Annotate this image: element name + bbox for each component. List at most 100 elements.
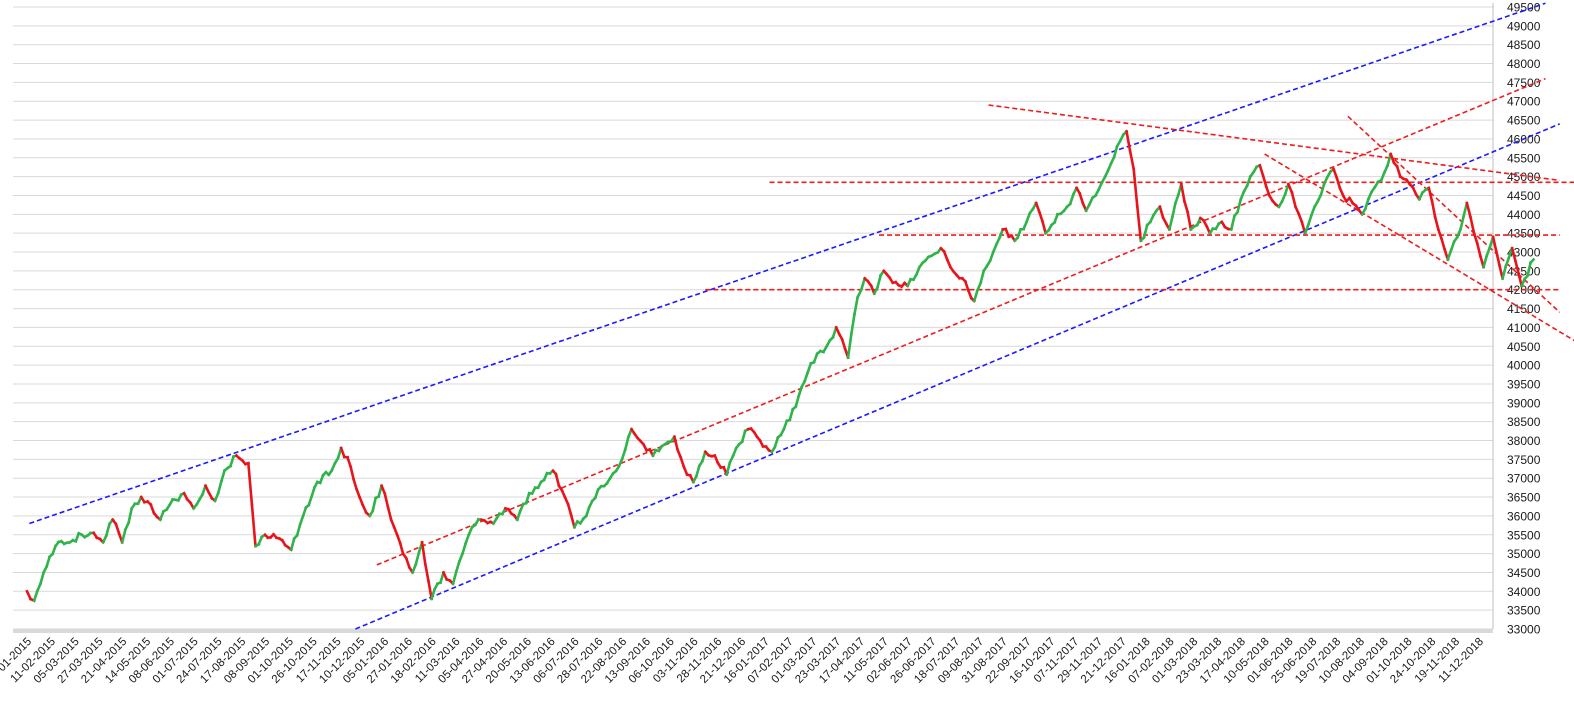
price-segment	[1114, 146, 1117, 157]
price-segment	[1474, 233, 1477, 243]
price-segment	[425, 564, 428, 581]
y-tick-label: 38000	[1507, 434, 1541, 448]
price-segment	[790, 409, 793, 420]
y-tick-label: 43500	[1507, 227, 1541, 241]
price-segment	[221, 471, 224, 482]
price-segment	[727, 463, 730, 475]
price-segment	[1181, 184, 1184, 201]
price-segment	[312, 487, 315, 496]
y-tick-label: 49000	[1507, 19, 1541, 33]
price-segment	[388, 507, 391, 520]
price-segment	[1127, 131, 1131, 151]
price-segment	[1160, 207, 1163, 218]
price-segment	[974, 290, 977, 301]
price-segment	[309, 496, 312, 505]
trendline	[989, 105, 1560, 180]
y-axis: 3300033500340003450035000355003600036500…	[1493, 1, 1541, 637]
price-segment	[1134, 169, 1138, 206]
price-segment	[218, 481, 221, 493]
price-segment	[877, 276, 880, 288]
price-segment	[1337, 178, 1340, 188]
price-segment	[400, 543, 403, 554]
price-segment	[291, 539, 294, 550]
price-segment	[466, 534, 469, 543]
price-segment	[1451, 242, 1454, 251]
price-segment	[1039, 212, 1042, 222]
price-segment	[348, 457, 351, 467]
price-segment	[432, 589, 435, 598]
price-segment	[1175, 195, 1178, 203]
x-axis: 01-201511-02-201505-03-201527-03-201521-…	[0, 629, 1493, 686]
price-segment	[1467, 203, 1471, 217]
y-tick-label: 44500	[1507, 189, 1541, 203]
price-segment	[354, 479, 357, 489]
price-segment	[47, 557, 50, 567]
price-segment	[1305, 225, 1308, 233]
price-segment	[1184, 201, 1187, 212]
price-segment	[848, 335, 851, 358]
price-segment	[116, 524, 119, 533]
price-segment	[1531, 260, 1534, 263]
price-segment	[1238, 199, 1241, 212]
y-tick-label: 37000	[1507, 472, 1541, 486]
price-segment	[1429, 188, 1432, 201]
x-axis-band	[13, 629, 1493, 633]
grid-lines	[13, 7, 1493, 629]
price-segment	[674, 437, 677, 450]
y-tick-label: 37500	[1507, 453, 1541, 467]
y-tick-label: 33500	[1507, 604, 1541, 618]
price-segment	[556, 474, 559, 486]
price-segment	[1263, 176, 1266, 187]
price-segment	[453, 572, 456, 584]
y-tick-label: 36000	[1507, 509, 1541, 523]
price-segment	[1487, 247, 1490, 256]
price-segment	[861, 278, 865, 290]
y-tick-label: 41500	[1507, 302, 1541, 316]
price-segment	[1042, 221, 1045, 233]
price-segment	[34, 591, 37, 601]
y-tick-label: 34000	[1507, 585, 1541, 599]
y-tick-label: 35500	[1507, 528, 1541, 542]
price-segment	[122, 530, 125, 543]
price-segment	[696, 466, 699, 476]
price-segment	[1299, 214, 1302, 222]
y-tick-label: 44000	[1507, 208, 1541, 222]
price-segment	[622, 450, 625, 460]
price-segment	[406, 558, 409, 567]
price-segment	[300, 516, 303, 525]
price-segment	[106, 524, 109, 536]
price-segment	[981, 271, 984, 283]
price-segment	[1365, 199, 1368, 209]
y-tick-label: 36500	[1507, 491, 1541, 505]
price-segment	[252, 505, 256, 547]
price-segment	[1260, 165, 1263, 175]
price-segment	[1493, 237, 1496, 251]
price-segment	[990, 252, 993, 261]
y-tick-label: 38500	[1507, 415, 1541, 429]
price-segment	[1321, 184, 1324, 195]
y-tick-label: 48500	[1507, 38, 1541, 52]
y-tick-label: 34500	[1507, 566, 1541, 580]
price-segment	[297, 525, 300, 536]
price-segment	[351, 467, 354, 480]
price-segment	[1435, 217, 1438, 229]
y-tick-label: 47000	[1507, 95, 1541, 109]
y-tick-label: 33000	[1507, 623, 1541, 637]
price-segment	[796, 396, 799, 407]
y-tick-label: 49500	[1507, 1, 1541, 15]
price-segment	[1172, 203, 1175, 217]
price-segment	[851, 314, 854, 334]
price-segment	[1496, 251, 1499, 265]
price-segment	[416, 553, 419, 565]
price-segment	[568, 504, 571, 515]
price-segment	[1130, 151, 1134, 169]
price-segment	[1477, 243, 1480, 256]
price-segment	[456, 562, 459, 572]
y-tick-label: 41000	[1507, 321, 1541, 335]
price-segment	[681, 457, 684, 466]
price-segment	[1292, 193, 1296, 207]
trendline	[377, 79, 1546, 565]
y-tick-label: 40000	[1507, 359, 1541, 373]
price-segment	[1247, 177, 1250, 186]
